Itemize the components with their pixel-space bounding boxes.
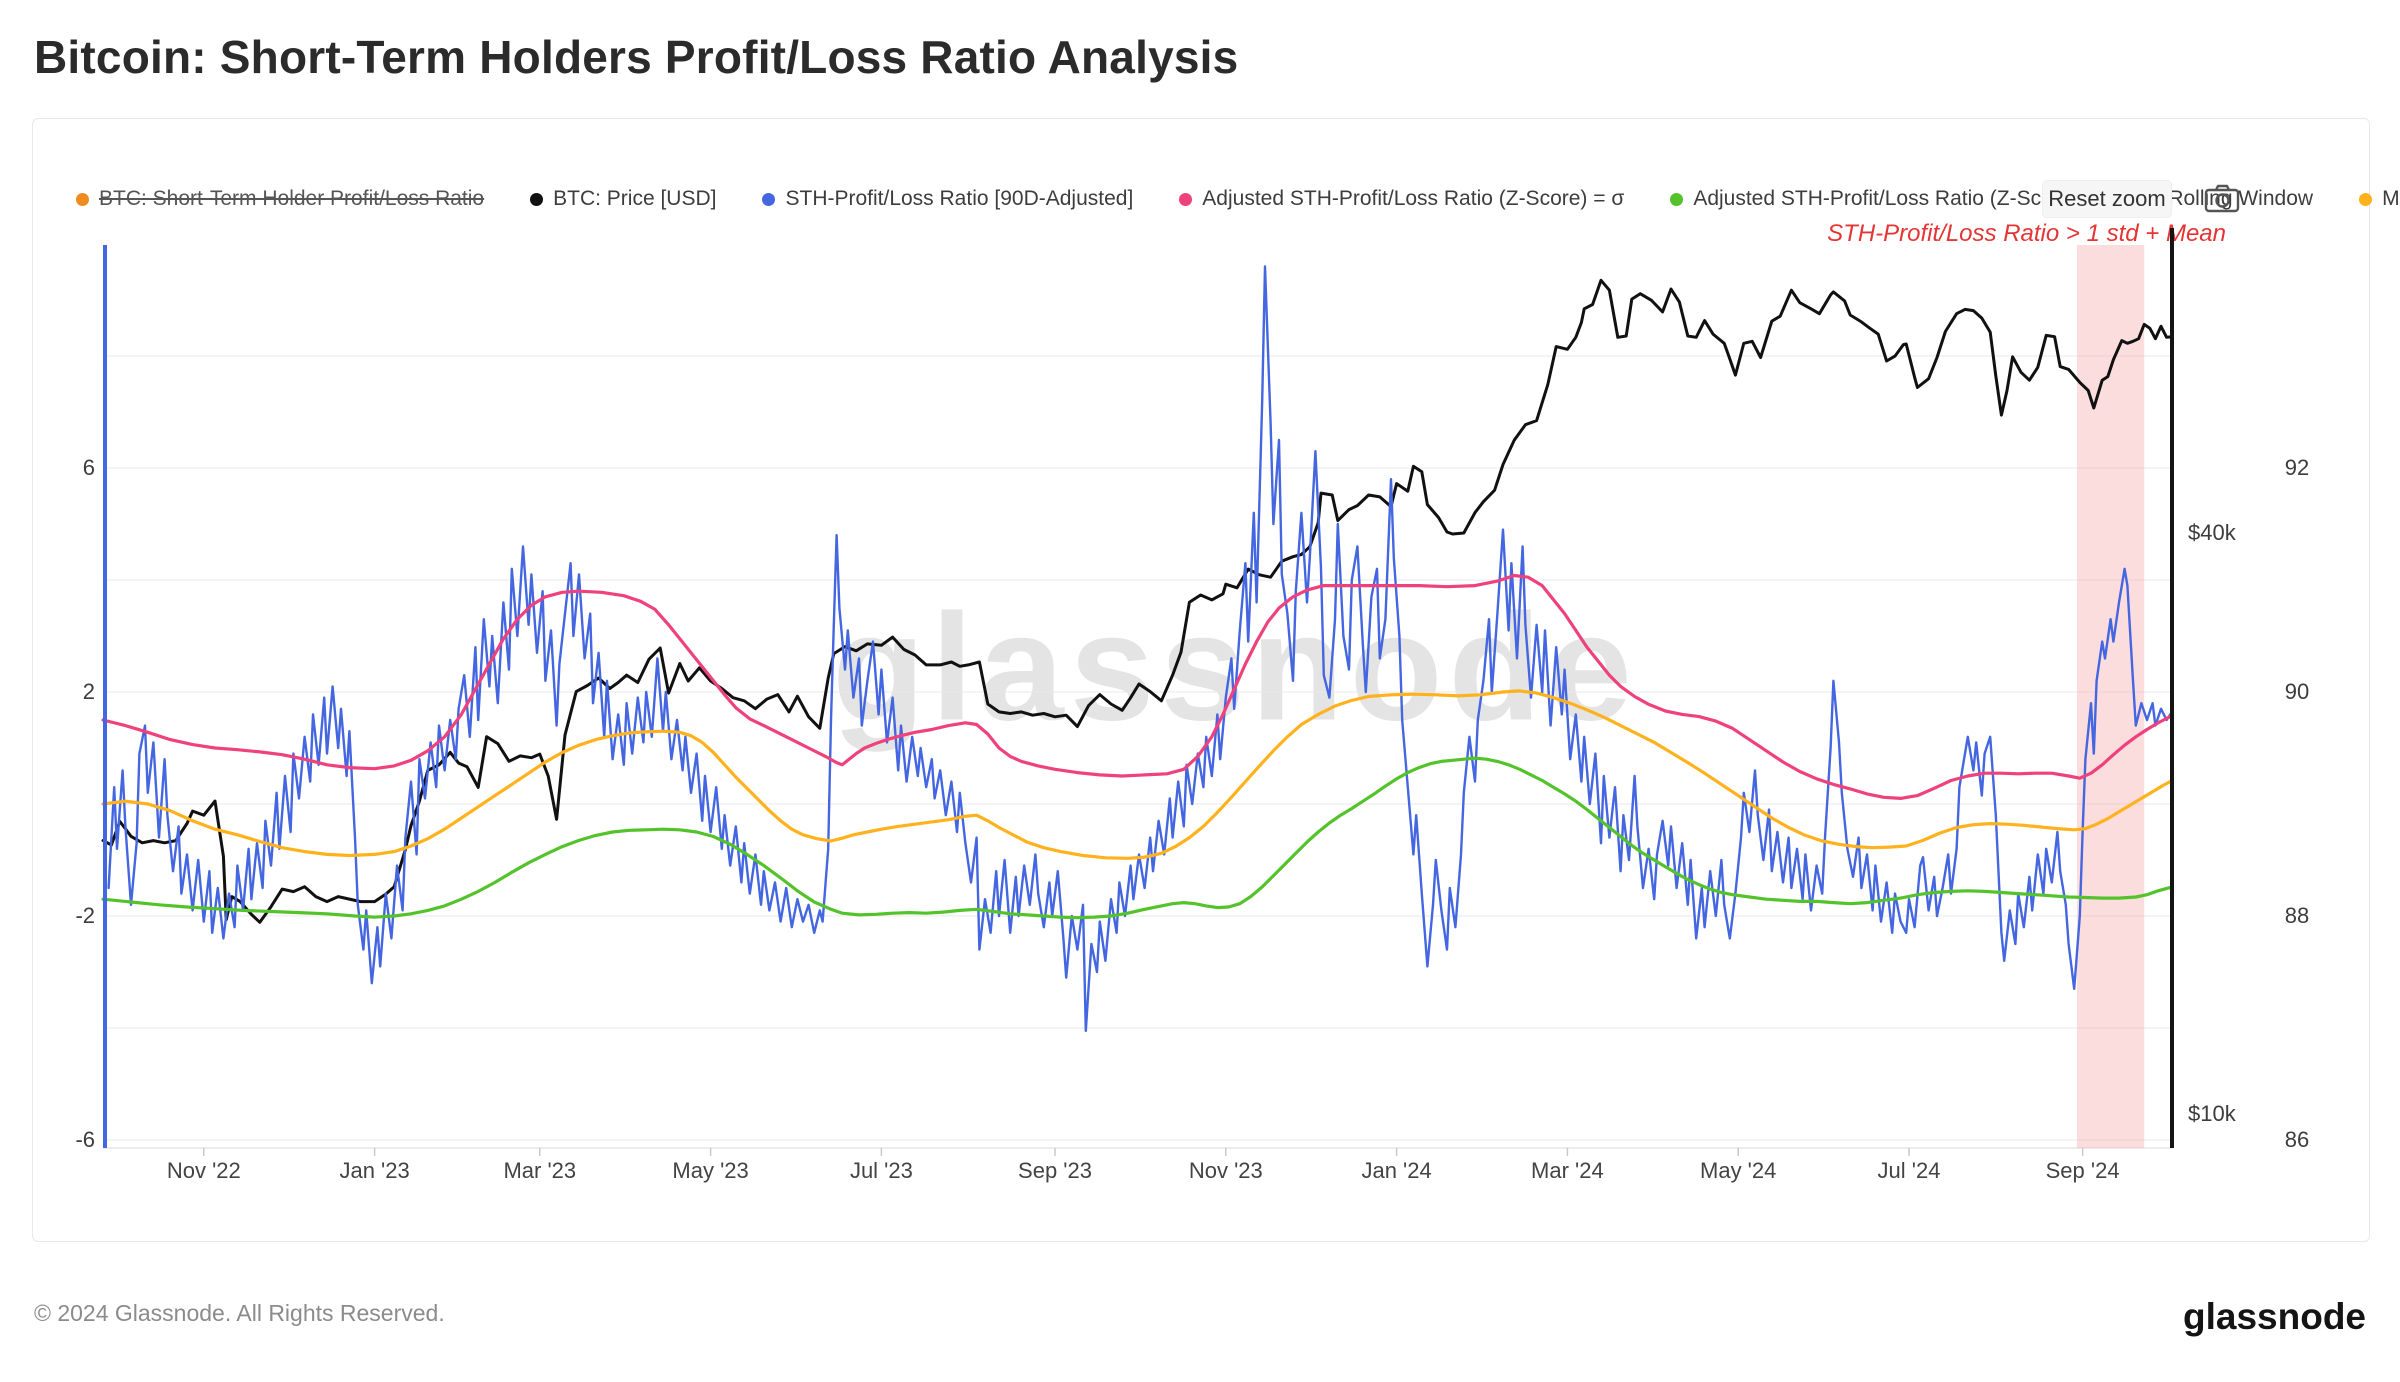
legend-marker-icon — [2359, 192, 2373, 206]
legend-item-rolling-window[interactable]: Rolling Window — [2168, 187, 2313, 211]
legend-item-adjusted-sth-profit-loss-ratio-z-score-[interactable]: Adjusted STH-Profit/Loss Ratio (Z-Score)… — [1670, 187, 2122, 211]
series-adjusted-sth-profit-loss-ratio-z-score- — [101, 756, 2174, 920]
legend-item-label: STH-Profit/Loss Ratio [90D-Adjusted] — [785, 187, 1134, 210]
series-mean — [101, 689, 2174, 860]
plot-area[interactable] — [103, 245, 2172, 1148]
legend-item-adjusted-sth-profit-loss-ratio-z-score-[interactable]: Adjusted STH-Profit/Loss Ratio (Z-Score)… — [1179, 187, 1624, 211]
legend-marker-icon — [530, 192, 544, 206]
series-lines — [101, 265, 2174, 1032]
glassnode-logo: glassnode — [2183, 1296, 2366, 1337]
series-adjusted-sth-profit-loss-ratio-z-score- — [101, 573, 2174, 800]
page-title: Bitcoin: Short-Term Holders Profit/Loss … — [34, 31, 1239, 83]
series-btc-price-usd- — [101, 278, 2174, 924]
legend-item-sth-profit-loss-ratio-90d-adjusted-[interactable]: STH-Profit/Loss Ratio [90D-Adjusted] — [762, 187, 1133, 211]
legend-item-label: BTC: Short-Term Holder Profit/Loss Ratio — [99, 187, 485, 210]
legend-item-label: Mean — [2382, 187, 2400, 210]
legend-item-label: Rolling Window — [2168, 187, 2314, 210]
camera-icon — [2204, 184, 2240, 213]
legend-item-label: Adjusted STH-Profit/Loss Ratio (Z-Score)… — [1202, 187, 1625, 210]
gridlines — [103, 355, 2172, 1156]
legend-marker-icon — [1670, 192, 1684, 206]
camera-button[interactable] — [2204, 184, 2242, 214]
legend-marker-icon — [762, 192, 776, 206]
chart-legend: BTC: Short-Term Holder Profit/Loss Ratio… — [76, 184, 2400, 214]
series-sth-profit-loss-ratio-90d-adjusted- — [107, 265, 2174, 1032]
legend-item-label: Adjusted STH-Profit/Loss Ratio (Z-Score)… — [1693, 187, 2123, 210]
chart-annotation: STH-Profit/Loss Ratio > 1 std + Mean — [1827, 220, 2226, 247]
legend-marker-icon — [76, 192, 89, 206]
copyright-text: © 2024 Glassnode. All Rights Reserved. — [34, 1300, 445, 1326]
chart-card — [32, 118, 2370, 1242]
axis-lines — [103, 228, 2174, 1148]
legend-item-label: BTC: Price [USD] — [553, 187, 717, 210]
legend-item-btc-short-term-holder-profit-loss-ratio[interactable]: BTC: Short-Term Holder Profit/Loss Ratio — [76, 187, 484, 211]
legend-item-btc-price-usd-[interactable]: BTC: Price [USD] — [530, 187, 716, 211]
legend-marker-icon — [1179, 192, 1193, 206]
legend-item-mean[interactable]: Mean — [2359, 187, 2400, 211]
reset-zoom-button[interactable]: Reset zoom — [2042, 180, 2172, 218]
